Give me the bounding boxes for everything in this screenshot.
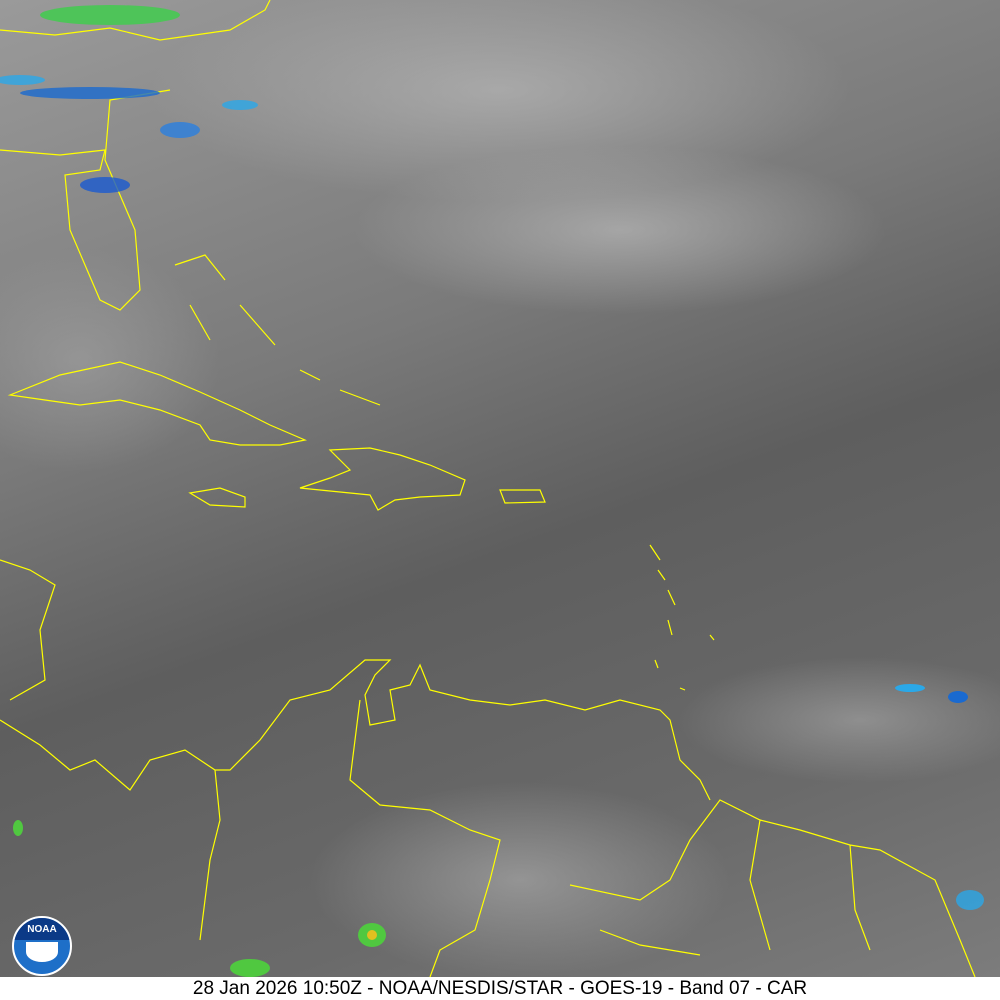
seagull-icon [26, 942, 58, 962]
central-america [0, 559, 711, 801]
map-overlay [0, 0, 984, 977]
lesser-antilles [649, 544, 715, 691]
image-caption: 28 Jan 2026 10:50Z - NOAA/NESDIS/STAR - … [192, 978, 808, 999]
south-america-borders [199, 699, 976, 977]
puerto-rico [499, 489, 546, 504]
noaa-logo-text: NOAA [27, 924, 57, 935]
cold-cloud-tops [0, 5, 984, 977]
satellite-image: NOAA [0, 0, 1000, 977]
hispaniola [299, 447, 466, 511]
cuba [7, 361, 308, 446]
jamaica [188, 487, 246, 508]
bahamas [174, 254, 381, 406]
noaa-logo: NOAA [12, 916, 72, 976]
us-east-coast [0, 0, 271, 311]
